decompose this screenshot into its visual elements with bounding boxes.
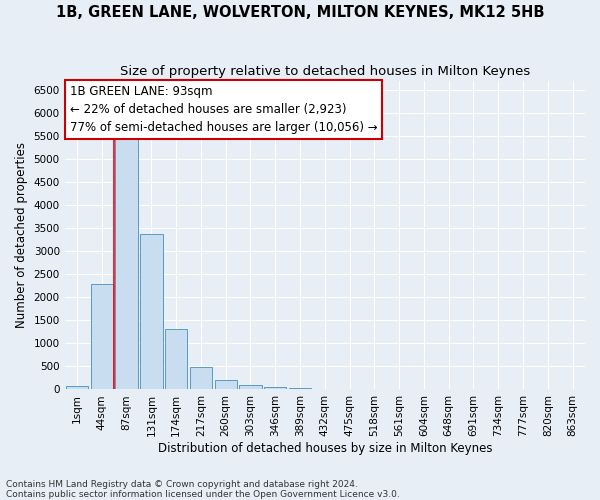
Text: 1B, GREEN LANE, WOLVERTON, MILTON KEYNES, MK12 5HB: 1B, GREEN LANE, WOLVERTON, MILTON KEYNES…	[56, 5, 544, 20]
Bar	[165, 329, 187, 390]
Text: 1B GREEN LANE: 93sqm
← 22% of detached houses are smaller (2,923)
77% of semi-de: 1B GREEN LANE: 93sqm ← 22% of detached h…	[70, 85, 377, 134]
Bar	[66, 386, 88, 390]
Bar	[115, 139, 138, 390]
Title: Size of property relative to detached houses in Milton Keynes: Size of property relative to detached ho…	[120, 65, 530, 78]
Bar	[239, 385, 262, 390]
Bar	[215, 380, 237, 390]
Bar	[289, 388, 311, 390]
Bar	[91, 284, 113, 390]
Bar	[190, 368, 212, 390]
Y-axis label: Number of detached properties: Number of detached properties	[15, 142, 28, 328]
Bar	[140, 234, 163, 390]
X-axis label: Distribution of detached houses by size in Milton Keynes: Distribution of detached houses by size …	[158, 442, 492, 455]
Text: Contains HM Land Registry data © Crown copyright and database right 2024.
Contai: Contains HM Land Registry data © Crown c…	[6, 480, 400, 499]
Bar	[264, 387, 286, 390]
